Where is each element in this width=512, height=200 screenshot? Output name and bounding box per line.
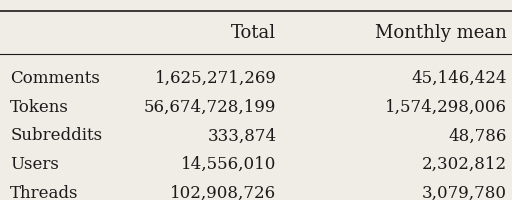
Text: 56,674,728,199: 56,674,728,199 bbox=[144, 99, 276, 116]
Text: 2,302,812: 2,302,812 bbox=[422, 156, 507, 173]
Text: 1,574,298,006: 1,574,298,006 bbox=[385, 99, 507, 116]
Text: 1,625,271,269: 1,625,271,269 bbox=[155, 70, 276, 87]
Text: Monthly mean: Monthly mean bbox=[375, 24, 507, 42]
Text: Comments: Comments bbox=[10, 70, 100, 87]
Text: Users: Users bbox=[10, 156, 59, 173]
Text: 48,786: 48,786 bbox=[449, 127, 507, 144]
Text: Threads: Threads bbox=[10, 185, 79, 200]
Text: 45,146,424: 45,146,424 bbox=[411, 70, 507, 87]
Text: Subreddits: Subreddits bbox=[10, 127, 102, 144]
Text: 333,874: 333,874 bbox=[207, 127, 276, 144]
Text: Tokens: Tokens bbox=[10, 99, 69, 116]
Text: 3,079,780: 3,079,780 bbox=[422, 185, 507, 200]
Text: 102,908,726: 102,908,726 bbox=[170, 185, 276, 200]
Text: Total: Total bbox=[231, 24, 276, 42]
Text: 14,556,010: 14,556,010 bbox=[181, 156, 276, 173]
